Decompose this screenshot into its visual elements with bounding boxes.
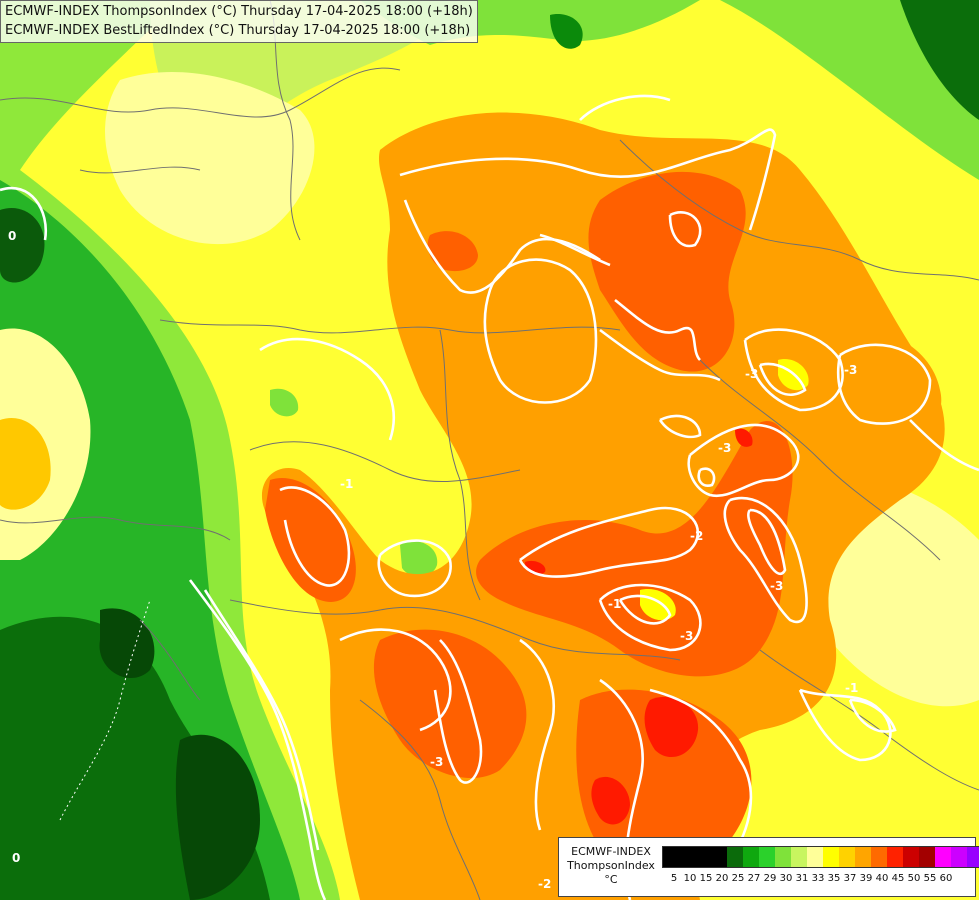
legend-swatch <box>903 847 919 867</box>
legend-swatch <box>855 847 871 867</box>
legend-tick-label: 45 <box>891 873 905 884</box>
thompson-index-title: ECMWF-INDEX ThompsonIndex (°C) Thursday … <box>5 4 473 19</box>
red-core-south <box>591 776 630 825</box>
contour-label: -3 <box>745 367 758 381</box>
legend-swatch <box>663 847 679 867</box>
legend-swatch <box>951 847 967 867</box>
legend-tick-label: 33 <box>811 873 825 884</box>
legend-tick-label: 37 <box>843 873 857 884</box>
contour-label: -1 <box>845 681 858 695</box>
dark-orange-central <box>476 420 793 677</box>
legend-swatch <box>791 847 807 867</box>
contour-label: -2 <box>690 529 703 543</box>
sw-deep-green-patch <box>175 734 260 900</box>
contour-labels: 0 0 -1 -3 -3 -3 -3 -1 -2 -1 -3 -3 -2 <box>8 229 858 891</box>
legend-tick-label: 55 <box>923 873 937 884</box>
legend-tick-label: 40 <box>875 873 889 884</box>
legend-swatch <box>967 847 979 867</box>
map-title-box: ECMWF-INDEX ThompsonIndex (°C) Thursday … <box>0 0 478 43</box>
legend-tick-label: 60 <box>939 873 953 884</box>
red-core-east <box>644 696 699 758</box>
legend-tick-label: 15 <box>699 873 713 884</box>
legend-swatch <box>871 847 887 867</box>
contour-label: -1 <box>340 477 353 491</box>
nw-dark-green-patch <box>0 208 45 283</box>
lifted-index-title: ECMWF-INDEX BestLiftedIndex (°C) Thursda… <box>5 23 471 38</box>
contour-label: 0 <box>12 851 20 865</box>
contour-label: -2 <box>538 877 551 891</box>
west-deep-green-patch <box>99 608 155 679</box>
legend-swatch <box>935 847 951 867</box>
legend-tick-label: 10 <box>683 873 697 884</box>
legend-unit: °C <box>604 873 618 886</box>
ne-dark-green-patch <box>900 0 979 120</box>
west-orange-region <box>0 418 51 510</box>
contour-label: -3 <box>430 755 443 769</box>
legend-swatch <box>839 847 855 867</box>
legend-tick-label: 29 <box>763 873 777 884</box>
dark-orange-west <box>265 478 356 602</box>
legend-swatch <box>679 847 695 867</box>
legend-parameter: ThompsonIndex <box>567 859 655 872</box>
contour-label: 0 <box>8 229 16 243</box>
legend-tick-label: 50 <box>907 873 921 884</box>
north-dark-green-patch <box>550 14 583 49</box>
small-green-spot-west <box>270 388 299 417</box>
dark-orange-northwest <box>427 231 478 272</box>
legend-swatch <box>727 847 743 867</box>
red-core-mid <box>735 428 753 447</box>
legend-tick-label: 20 <box>715 873 729 884</box>
legend-swatch <box>743 847 759 867</box>
legend-swatch <box>759 847 775 867</box>
legend-tick-label: 31 <box>795 873 809 884</box>
legend-tick-label: 27 <box>747 873 761 884</box>
legend-tick-label: 30 <box>779 873 793 884</box>
legend-swatch <box>823 847 839 867</box>
dark-orange-northeast <box>588 171 746 372</box>
legend-swatch <box>807 847 823 867</box>
legend-swatch <box>695 847 711 867</box>
legend-caption: ECMWF-INDEX ThompsonIndex °C <box>563 845 659 887</box>
contour-label: -1 <box>608 597 621 611</box>
north-pale-yellow <box>105 71 315 245</box>
legend-swatch <box>887 847 903 867</box>
small-green-spot <box>400 541 438 577</box>
lifted-index-contours <box>0 94 979 900</box>
legend-tick-label: 25 <box>731 873 745 884</box>
contour-label: -3 <box>770 579 783 593</box>
legend-swatch <box>711 847 727 867</box>
contour-label: -3 <box>844 363 857 377</box>
contour-label: -3 <box>680 629 693 643</box>
dark-orange-south <box>373 629 527 779</box>
legend-tick-label: 35 <box>827 873 841 884</box>
legend-tick-label: 5 <box>670 873 678 884</box>
legend-swatch <box>775 847 791 867</box>
legend-swatches <box>662 846 979 868</box>
legend-swatch <box>919 847 935 867</box>
ne-green-region <box>720 0 979 180</box>
legend-tick-label: 39 <box>859 873 873 884</box>
color-legend: ECMWF-INDEX ThompsonIndex °C 5 10 15 20 25 27… <box>558 837 979 897</box>
legend-model: ECMWF-INDEX <box>571 845 651 858</box>
contour-label: -3 <box>718 441 731 455</box>
dark-orange-southeast <box>576 689 752 878</box>
